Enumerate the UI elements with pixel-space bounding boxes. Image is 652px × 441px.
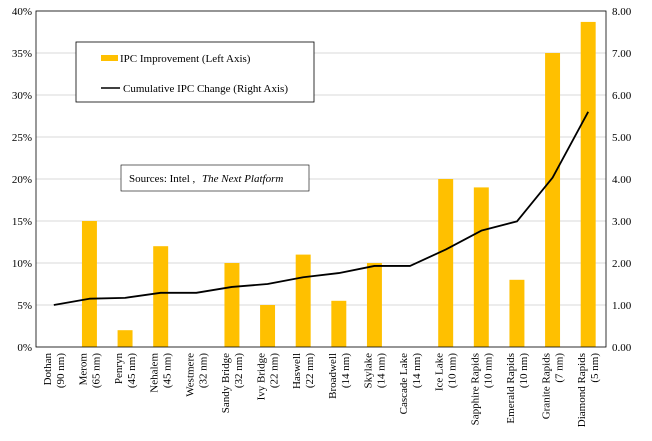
bar (153, 246, 169, 347)
bar (295, 254, 311, 347)
category-process-node: (7 nm) (554, 353, 566, 383)
category-name: Merom (77, 353, 89, 386)
category-name: Diamond Rapids (576, 353, 588, 427)
sources-text: Sources: Intel , The Next Platform (129, 173, 283, 185)
sources-box (120, 164, 310, 192)
category-label: Haswell(22 nm) (291, 353, 316, 389)
sources-annotation: Sources: Intel , The Next Platform (120, 164, 310, 192)
category-label: Skylake(14 nm) (362, 353, 387, 389)
legend-swatch-bar (101, 55, 118, 61)
right-tick-label: 4.00 (612, 174, 632, 186)
category-label: Emerald Rapids(10 nm) (505, 353, 530, 424)
bar (473, 187, 489, 347)
left-axis-ticks: 0% 5% 10% 15% 20% 25% 30% 35% 40% (12, 6, 32, 354)
category-name: Penryn (113, 353, 125, 385)
category-process-node: (10 nm) (518, 353, 530, 388)
bar (81, 221, 97, 347)
category-label: Sandy Bridge(32 nm) (220, 353, 245, 414)
left-tick-label: 5% (17, 300, 32, 312)
category-name: Westmere (184, 353, 196, 397)
category-label: Penryn(45 nm) (113, 353, 138, 389)
plot-border (35, 10, 607, 348)
right-tick-label: 2.00 (612, 258, 632, 270)
left-tick-label: 10% (12, 258, 32, 270)
bar (260, 305, 276, 347)
left-tick-label: 25% (12, 132, 32, 144)
bar (331, 300, 347, 347)
category-label: Broadwell(14 nm) (327, 353, 352, 399)
legend-label-line: Cumulative IPC Change (Right Axis) (123, 83, 288, 95)
category-name: Sandy Bridge (220, 353, 232, 413)
category-process-node: (5 nm) (589, 353, 601, 383)
sources-italic: The Next Platform (202, 173, 283, 185)
category-label: Nehalem(45 nm) (149, 353, 174, 393)
category-process-node: (45 nm) (126, 353, 138, 388)
legend: IPC Improvement (Left Axis) Cumulative I… (75, 41, 315, 103)
line-series (53, 111, 589, 306)
left-tick-label: 0% (17, 342, 32, 354)
bar (509, 279, 525, 347)
bar (117, 330, 133, 347)
right-tick-label: 8.00 (612, 6, 632, 18)
category-label: Diamond Rapids(5 nm) (576, 353, 601, 428)
category-process-node: (90 nm) (55, 353, 67, 388)
bar-series (81, 21, 596, 347)
category-name: Granite Rapids (541, 353, 553, 419)
bar (224, 263, 240, 347)
category-process-node: (45 nm) (162, 353, 174, 388)
category-process-node: (22 nm) (269, 353, 281, 388)
category-label: Ice Lake(10 nm) (434, 353, 459, 392)
left-tick-label: 40% (12, 6, 32, 18)
bar (580, 21, 596, 347)
category-name: Cascade Lake (398, 353, 410, 414)
category-name: Emerald Rapids (505, 353, 517, 424)
legend-label-bar: IPC Improvement (Left Axis) (120, 53, 251, 65)
category-label: Westmere(32 nm) (184, 353, 209, 397)
category-name: Skylake (362, 353, 374, 389)
category-process-node: (14 nm) (375, 353, 387, 388)
category-label: Granite Rapids(7 nm) (541, 353, 566, 420)
bar (366, 263, 382, 347)
right-tick-label: 0.00 (612, 342, 632, 354)
sources-prefix: Sources: Intel , (129, 173, 196, 185)
right-tick-label: 1.00 (612, 300, 632, 312)
category-process-node: (22 nm) (304, 353, 316, 388)
category-name: Broadwell (327, 353, 339, 399)
category-label: Sapphire Rapids(10 nm) (469, 353, 494, 426)
category-name: Haswell (291, 353, 303, 389)
right-tick-label: 7.00 (612, 48, 632, 60)
category-name: Nehalem (149, 353, 161, 393)
category-process-node: (65 nm) (90, 353, 102, 388)
category-label: Ivy Bridge(22 nm) (256, 353, 281, 401)
category-process-node: (32 nm) (233, 353, 245, 388)
left-tick-label: 20% (12, 174, 32, 186)
right-tick-label: 6.00 (612, 90, 632, 102)
cumulative-line (53, 111, 589, 306)
left-tick-label: 35% (12, 48, 32, 60)
category-process-node: (32 nm) (197, 353, 209, 388)
category-name: Ice Lake (434, 353, 446, 391)
category-process-node: (14 nm) (340, 353, 352, 388)
category-name: Ivy Bridge (256, 353, 268, 400)
category-process-node: (10 nm) (447, 353, 459, 388)
category-label: Cascade Lake(14 nm) (398, 353, 423, 415)
category-label: Merom(65 nm) (77, 353, 102, 389)
category-name: Dothan (42, 353, 54, 386)
right-axis-ticks: 0.00 1.00 2.00 3.00 4.00 5.00 6.00 7.00 8.00 (612, 6, 632, 354)
right-tick-label: 3.00 (612, 216, 632, 228)
category-process-node: (10 nm) (482, 353, 494, 388)
bar (438, 179, 454, 347)
legend-box (75, 41, 315, 103)
category-process-node: (14 nm) (411, 353, 423, 388)
right-tick-label: 5.00 (612, 132, 632, 144)
category-labels: Dothan(90 nm) Merom(65 nm) Penryn(45 nm) Ne… (42, 353, 601, 428)
bar (545, 53, 561, 347)
category-name: Sapphire Rapids (469, 353, 481, 425)
category-label: Dothan(90 nm) (42, 353, 67, 389)
left-tick-label: 15% (12, 216, 32, 228)
left-tick-label: 30% (12, 90, 32, 102)
